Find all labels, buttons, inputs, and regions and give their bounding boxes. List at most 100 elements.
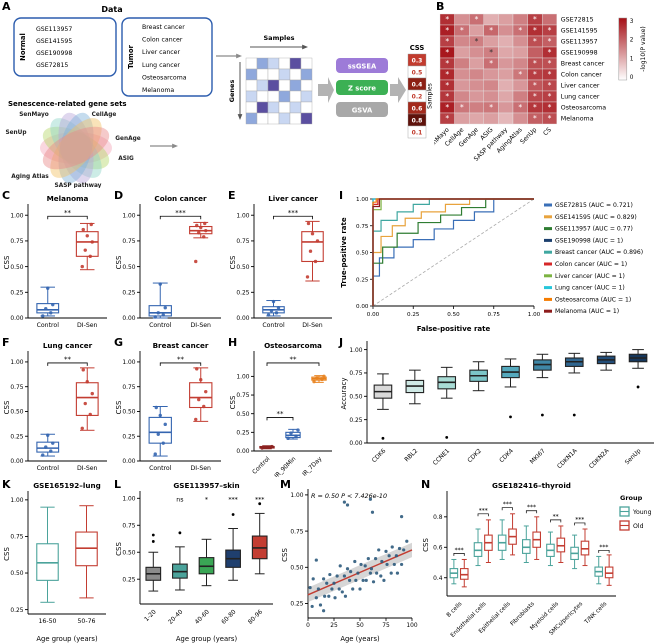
roc-curves: 0.00 0.00 0.25 0.25 0.50 0.50 0.75 0.75 1.00 1.00… — [337, 189, 660, 334]
svg-text:SASP pathway: SASP pathway — [55, 183, 102, 188]
svg-text:Melanoma: Melanoma — [561, 116, 594, 123]
svg-text:Lung cancer: Lung cancer — [43, 341, 93, 350]
svg-text:Z score: Z score — [348, 85, 376, 93]
panel-n-thyroid-celltypes: N 0.4 0.6 0.8 CSS GSE182416–thyroid B cells **… — [419, 478, 660, 644]
svg-text:1.00: 1.00 — [10, 213, 23, 219]
svg-text:Fibroblasts: Fibroblasts — [510, 601, 536, 627]
svg-text:1.00: 1.00 — [10, 360, 23, 366]
svg-text:Data: Data — [101, 5, 122, 14]
svg-text:1.00: 1.00 — [122, 360, 135, 366]
svg-text:0.00: 0.00 — [236, 449, 249, 455]
svg-text:***: *** — [455, 547, 464, 554]
svg-text:IR_7Day: IR_7Day — [301, 455, 324, 477]
panel-letter-a: A — [2, 0, 11, 13]
svg-text:CSS: CSS — [3, 255, 11, 269]
svg-text:0.00: 0.00 — [367, 312, 380, 318]
svg-text:1.00: 1.00 — [10, 498, 23, 504]
svg-text:*: * — [475, 15, 479, 24]
svg-text:***: *** — [575, 516, 584, 523]
svg-text:50-76: 50-76 — [78, 618, 96, 625]
svg-text:0.50: 0.50 — [10, 410, 23, 416]
svg-text:1.00: 1.00 — [349, 348, 362, 354]
svg-text:0.75: 0.75 — [122, 239, 135, 245]
svg-text:***: *** — [288, 209, 299, 217]
svg-text:*: * — [460, 103, 464, 112]
panel-letter-b: B — [436, 0, 445, 13]
svg-text:*: * — [489, 26, 493, 35]
svg-text:*: * — [548, 48, 552, 57]
svg-text:0.25: 0.25 — [122, 434, 135, 440]
svg-text:B cells: B cells — [446, 601, 464, 619]
svg-text:DI-Sen: DI-Sen — [77, 322, 98, 329]
svg-text:*: * — [533, 103, 537, 112]
svg-text:GSE190998: GSE190998 — [561, 50, 598, 57]
panel-a-study-design: A Data Normal GSE113957 GSE141595 GSE190998 G… — [0, 0, 434, 188]
svg-text:*: * — [533, 92, 537, 101]
lung-age-boxplot: 0.25 0.50 0.75 1.00 CSS Age group (years) GSE1… — [0, 478, 112, 644]
svg-text:Osteosarcoma: Osteosarcoma — [561, 105, 606, 112]
svg-text:0.00: 0.00 — [349, 441, 362, 447]
panel-letter-i: I — [339, 189, 344, 202]
svg-text:0: 0 — [630, 75, 634, 81]
svg-text:0.4: 0.4 — [412, 82, 423, 89]
svg-text:40-60: 40-60 — [194, 608, 211, 625]
svg-text:Control: Control — [37, 465, 60, 472]
svg-text:0.25: 0.25 — [236, 431, 249, 437]
boxplot-svg: 0.00 0.25 0.50 0.75 1.00 CSS Osteosarcoma Contr… — [229, 341, 332, 477]
lung-boxplot: 0.00 0.25 0.50 0.75 1.00 CSS Lung cancer Contro… — [0, 336, 112, 477]
svg-text:0.50: 0.50 — [122, 265, 135, 271]
svg-text:16-50: 16-50 — [39, 618, 57, 625]
svg-text:Colon cancer: Colon cancer — [561, 72, 602, 79]
svg-text:0.25: 0.25 — [122, 577, 135, 583]
svg-text:Breast cancer: Breast cancer — [153, 341, 209, 350]
svg-text:0.00: 0.00 — [356, 304, 369, 310]
svg-text:0.50: 0.50 — [10, 571, 23, 577]
svg-text:GSE113957: GSE113957 — [36, 26, 72, 33]
svg-text:0.25: 0.25 — [290, 602, 303, 608]
svg-text:0.00: 0.00 — [10, 459, 23, 465]
svg-text:3: 3 — [630, 19, 634, 25]
svg-text:Liver cancer: Liver cancer — [142, 49, 180, 56]
significance-heatmap: * * * * * * * * * * * * * * * * * * * * * * * * * * * * * * * * * * * * * * * G… — [434, 0, 660, 188]
svg-text:GSE113957 (AUC = 0.77): GSE113957 (AUC = 0.77) — [555, 226, 633, 233]
svg-text:*: * — [445, 59, 449, 68]
panel-k-lung-age: K 0.25 0.50 0.75 1.00 CSS Age group (years) GS… — [0, 478, 112, 644]
svg-text:**: ** — [64, 209, 72, 217]
svg-text:0.75: 0.75 — [236, 393, 249, 399]
svg-text:Liver cancer: Liver cancer — [561, 83, 600, 90]
svg-text:ASIG: ASIG — [118, 156, 134, 162]
svg-text:CellAge: CellAge — [92, 112, 117, 118]
svg-text:*: * — [445, 26, 449, 35]
panel-h-osteosarcoma: H 0.00 0.25 0.50 0.75 1.00 CSS Osteosarcoma Con… — [226, 336, 337, 477]
svg-text:CCNE1: CCNE1 — [432, 447, 452, 467]
svg-text:Control: Control — [149, 465, 172, 472]
svg-text:Aging Atlas: Aging Atlas — [11, 174, 49, 180]
svg-text:*: * — [489, 59, 493, 68]
svg-text:Control: Control — [37, 322, 60, 329]
svg-text:0.4: 0.4 — [433, 576, 443, 582]
panel-letter-m: M — [280, 478, 291, 491]
svg-text:***: *** — [479, 507, 488, 514]
breast-boxplot: 0.00 0.25 0.50 0.75 1.00 CSS Breast cancer Cont… — [112, 336, 226, 477]
svg-text:0.00: 0.00 — [10, 316, 23, 322]
svg-text:**: ** — [290, 355, 298, 363]
study-design-diagram: Data Normal GSE113957 GSE141595 GSE190998 GSE… — [0, 0, 434, 188]
svg-text:1.00: 1.00 — [236, 213, 249, 219]
panel-letter-n: N — [421, 478, 431, 491]
svg-text:*: * — [533, 15, 537, 24]
svg-text:Samples: Samples — [264, 34, 295, 42]
svg-text:DI-Sen: DI-Sen — [191, 322, 212, 329]
svg-text:1.00: 1.00 — [236, 375, 249, 381]
svg-text:Samples: Samples — [427, 83, 434, 109]
age-css-scatter: 0.25 0.50 0.75 1.00 CSS Age (years) 0 25 50 75 100… — [278, 478, 419, 644]
svg-text:CSS: CSS — [229, 255, 237, 269]
svg-text:*: * — [489, 103, 493, 112]
svg-text:CDKN1A: CDKN1A — [556, 447, 579, 470]
marker-accuracy-boxplots: 0.00 0.25 0.50 0.75 1.00 Accuracy CDK6 RBL2 CCNE… — [337, 336, 660, 477]
svg-text:0.75: 0.75 — [122, 385, 135, 391]
svg-text:0.25: 0.25 — [122, 291, 135, 297]
svg-text:0.50: 0.50 — [236, 412, 249, 418]
svg-text:1.00: 1.00 — [122, 497, 135, 503]
svg-text:SenUp: SenUp — [519, 126, 538, 145]
